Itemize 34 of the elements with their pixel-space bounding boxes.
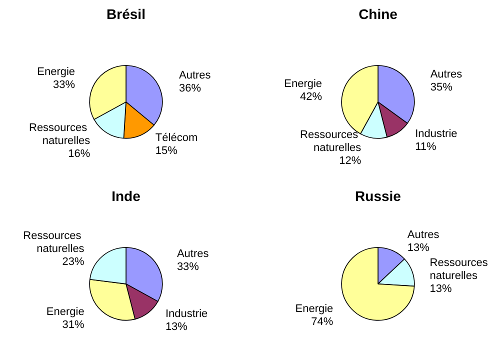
data-label: 11% (415, 140, 436, 153)
slice-label: Ressources naturelles (23, 230, 85, 256)
chart-title: Inde (112, 188, 141, 204)
slice-label: Télécom (155, 132, 198, 144)
data-label: 13% (165, 321, 188, 334)
data-label: 13% (430, 282, 452, 295)
slice-label: Ressources naturelles (430, 256, 491, 282)
slice-label: Autres (178, 70, 212, 82)
data-label: 36% (178, 82, 202, 95)
slice-label: Energie (37, 66, 76, 78)
chart-title: Russie (355, 188, 402, 204)
data-label: 16% (68, 148, 90, 160)
data-label: 23% (62, 256, 85, 268)
data-label: 12% (339, 154, 362, 167)
chart-title: Chine (358, 6, 398, 22)
slice-label: Autres (407, 228, 440, 241)
slice-label: Ressources naturelles (28, 122, 91, 148)
data-label: 15% (155, 145, 178, 158)
slice-label: Industrie (415, 128, 458, 140)
slice-label: Autres (176, 248, 210, 260)
slice-label: Energie (295, 303, 334, 316)
data-label: 13% (407, 242, 430, 254)
slice-label: Industrie (165, 308, 208, 320)
slice-label: Autres (430, 68, 463, 80)
data-label: 33% (53, 78, 76, 91)
chart-title: Brésil (106, 6, 146, 22)
data-label: 74% (311, 316, 334, 328)
data-label: 33% (176, 260, 200, 273)
data-label: 42% (300, 90, 322, 103)
data-label: 31% (62, 319, 85, 332)
data-label: 35% (430, 81, 453, 94)
slice-label: Energie (284, 78, 322, 90)
slice-label: Energie (46, 306, 84, 318)
slice-label: Ressources naturelles (300, 128, 362, 154)
